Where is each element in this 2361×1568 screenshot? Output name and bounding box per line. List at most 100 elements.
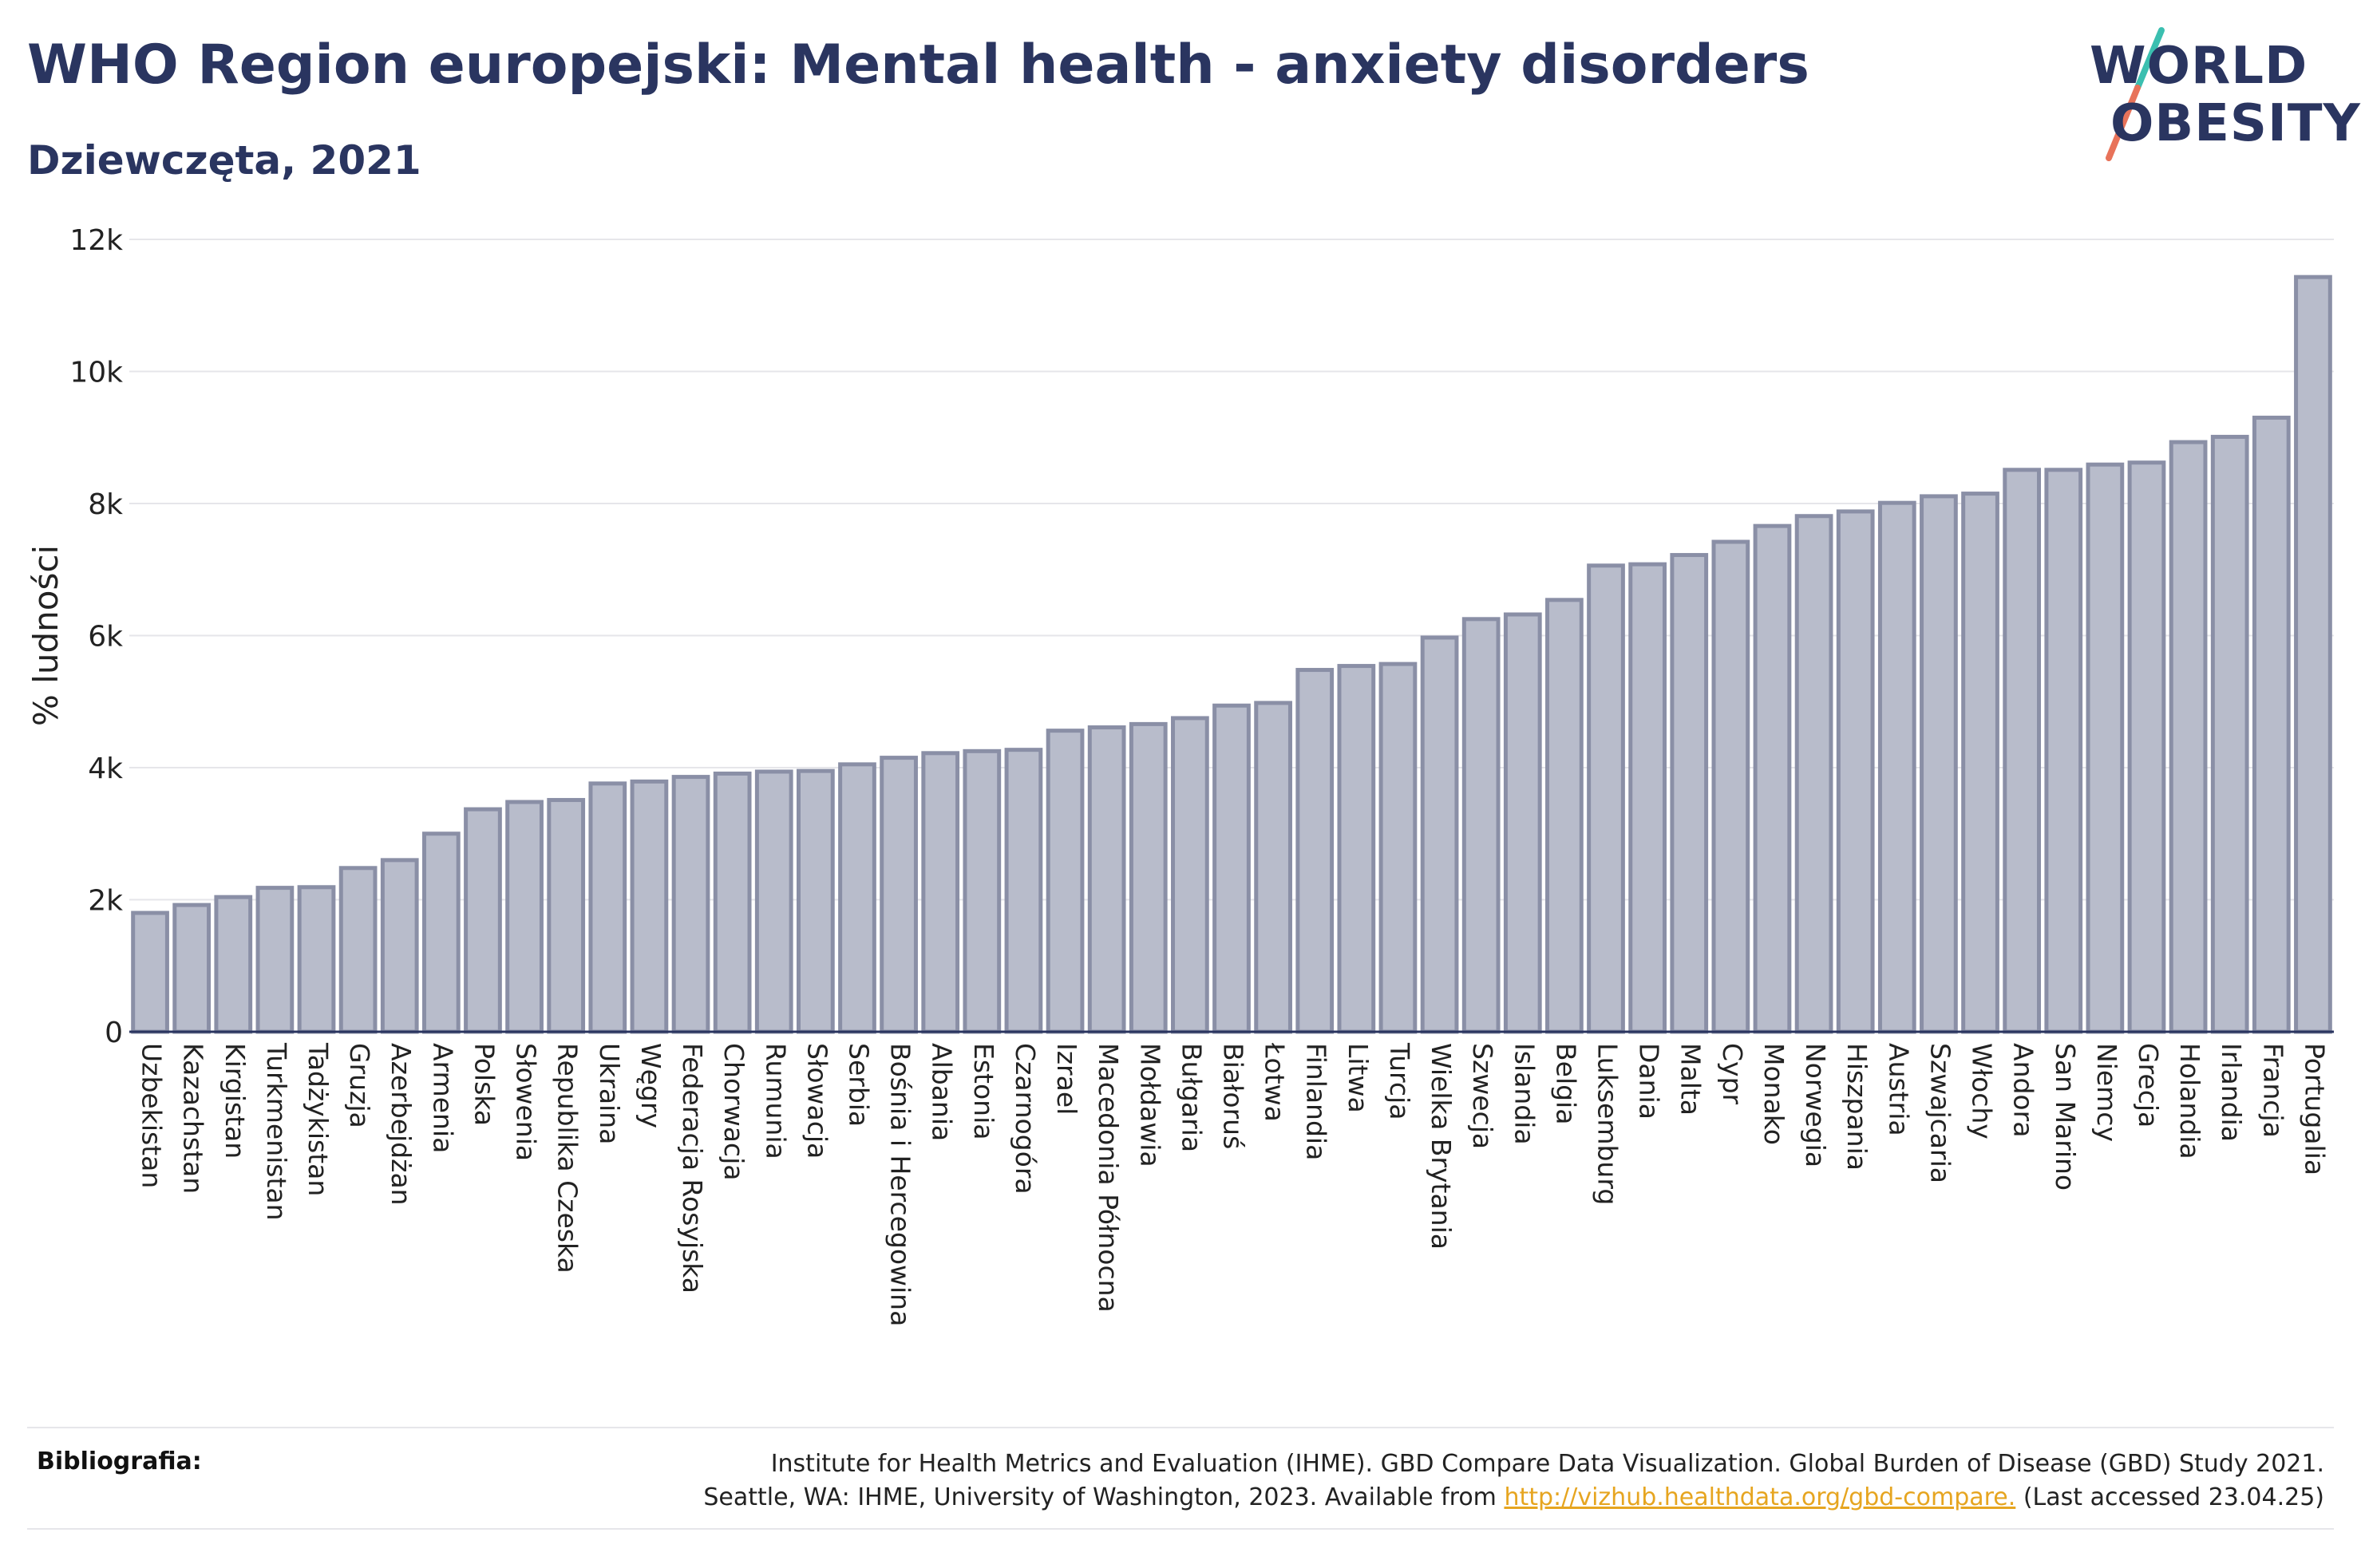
y-tick-label: 4k (88, 752, 123, 785)
bar-Azerbejdżan[interactable] (380, 858, 419, 1034)
x-tick-label: Białoruś (1218, 1043, 1249, 1149)
bar-Ukraina[interactable] (588, 781, 627, 1034)
x-tick-label: Malta (1675, 1043, 1706, 1116)
x-tick-label: Włochy (1967, 1043, 1998, 1139)
bar-Portugalia[interactable] (2294, 274, 2332, 1034)
y-tick-label: 6k (88, 621, 123, 654)
bar-Łotwa[interactable] (1254, 701, 1292, 1034)
bar-Armenia[interactable] (421, 831, 461, 1034)
x-tick-label: Gruzja (344, 1043, 375, 1128)
bar-Republika Czeska[interactable] (547, 798, 586, 1034)
bar-Francja[interactable] (2252, 415, 2291, 1034)
bar-Grecja[interactable] (2127, 460, 2166, 1034)
bar-Kirgistan[interactable] (214, 895, 253, 1034)
bar-chart: 0 2k 4k 6k 8k 10k 12k % ludności Uzbekistan Kazac… (26, 224, 2334, 1326)
bar-Białoruś[interactable] (1212, 703, 1251, 1034)
x-tick-label: Finlandia (1301, 1043, 1332, 1160)
x-tick-label: Francja (2257, 1043, 2288, 1138)
bar-Czarnogóra[interactable] (1004, 748, 1043, 1034)
bar-Szwajcaria[interactable] (1920, 494, 1958, 1034)
bar-Węgry[interactable] (630, 779, 669, 1034)
bar-Gruzja[interactable] (338, 866, 378, 1034)
bar-Islandia[interactable] (1503, 612, 1542, 1034)
bibliography-label: Bibliografia: (37, 1448, 202, 1475)
x-tick-label: Tadżykistan (303, 1042, 334, 1196)
bar-Wielka Brytania[interactable] (1420, 635, 1459, 1034)
x-tick-label: Portugalia (2299, 1043, 2330, 1175)
bibliography-line-1: Institute for Health Metrics and Evaluat… (770, 1450, 2324, 1478)
x-tick-label: Węgry (635, 1043, 666, 1128)
y-tick-label: 12k (69, 224, 123, 257)
bibliography-line-2: Seattle, WA: IHME, University of Washing… (703, 1481, 2324, 1515)
bibliography-line-2-prefix: Seattle, WA: IHME, University of Washing… (703, 1483, 1505, 1511)
bar-Chorwacja[interactable] (713, 771, 752, 1034)
x-tick-label: Bułgaria (1176, 1043, 1207, 1152)
x-tick-label: Irlandia (2216, 1043, 2247, 1142)
bar-Turkmenistan[interactable] (255, 886, 295, 1034)
bar-Belgia[interactable] (1545, 598, 1584, 1034)
x-tick-label: Uzbekistan (136, 1043, 168, 1188)
bar-Cypr[interactable] (1711, 539, 1750, 1034)
bar-Luksemburg[interactable] (1587, 563, 1625, 1034)
page-title: WHO Region europejski: Mental health - a… (27, 34, 1809, 97)
bar-Holandia[interactable] (2169, 440, 2208, 1034)
bar-Kazachstan[interactable] (172, 902, 212, 1034)
page-subtitle: Dziewczęta, 2021 (27, 137, 421, 184)
bar-Serbia[interactable] (838, 762, 876, 1034)
x-tick-label: Cypr (1717, 1043, 1748, 1105)
x-tick-label: Serbia (843, 1043, 874, 1127)
x-tick-label: Estonia (968, 1043, 999, 1139)
bar-Izrael[interactable] (1046, 729, 1085, 1034)
bar-Irlandia[interactable] (2210, 434, 2249, 1034)
x-tick-label: Belgia (1550, 1043, 1581, 1124)
bar-Słowenia[interactable] (505, 800, 544, 1034)
bibliography-link[interactable]: http://vizhub.healthdata.org/gbd-compare… (1504, 1483, 2016, 1511)
x-tick-label: Dania (1634, 1043, 1665, 1120)
bar-Bułgaria[interactable] (1171, 716, 1209, 1034)
bar-Turcja[interactable] (1378, 662, 1418, 1034)
bar-Federacja Rosyjska[interactable] (671, 775, 710, 1034)
x-tick-label: Izrael (1051, 1043, 1082, 1115)
bar-Dania[interactable] (1628, 562, 1667, 1034)
bar-Tadżykistan[interactable] (297, 885, 336, 1034)
bar-Bośnia i Hercegowina[interactable] (880, 756, 918, 1034)
x-tick-label: Macedonia Północna (1093, 1043, 1124, 1313)
bar-Malta[interactable] (1670, 553, 1709, 1034)
bar-Słowacja[interactable] (797, 768, 835, 1034)
bar-Estonia[interactable] (963, 748, 1002, 1034)
bar-Uzbekistan[interactable] (131, 910, 169, 1034)
x-tick-label: Azerbejdżan (386, 1043, 417, 1206)
y-axis-label: % ludności (26, 545, 65, 726)
x-tick-label: Bośnia i Hercegowina (885, 1043, 916, 1326)
bar-Włochy[interactable] (1961, 492, 1999, 1034)
x-tick-label: Armenia (427, 1043, 458, 1153)
x-tick-label: Niemcy (2091, 1043, 2122, 1142)
x-tick-label: Hiszpania (1841, 1043, 1873, 1171)
bar-Rumunia[interactable] (754, 769, 793, 1034)
bar-Monako[interactable] (1753, 523, 1792, 1034)
bar-Mołdawia[interactable] (1129, 721, 1168, 1034)
x-tick-label: Turkmenistan (261, 1042, 292, 1221)
x-tick-label: Turcja (1384, 1042, 1415, 1120)
x-tick-label: Holandia (2174, 1043, 2205, 1159)
bar-Hiszpania[interactable] (1836, 509, 1875, 1034)
bar-Finlandia[interactable] (1295, 668, 1335, 1034)
bar-Albania[interactable] (921, 751, 960, 1034)
bar-Andora[interactable] (2003, 468, 2042, 1034)
bar-Polska[interactable] (464, 807, 502, 1034)
x-tick-label: Szwajcaria (1924, 1043, 1956, 1183)
bar-Niemcy[interactable] (2086, 462, 2125, 1034)
x-tick-label: Federacja Rosyjska (677, 1043, 708, 1294)
bibliography-line-2-suffix: (Last accessed 23.04.25) (2015, 1483, 2324, 1511)
bar-Litwa[interactable] (1337, 664, 1376, 1034)
y-tick-label: 2k (88, 885, 123, 918)
bar-Norwegia[interactable] (1794, 514, 1833, 1034)
bar-Austria[interactable] (1877, 500, 1916, 1034)
bar-San Marino[interactable] (2044, 468, 2083, 1034)
x-tick-label: Litwa (1343, 1043, 1374, 1113)
x-tick-label: San Marino (2050, 1043, 2081, 1191)
bar-Macedonia Północna[interactable] (1087, 725, 1126, 1034)
x-tick-label: Mołdawia (1134, 1043, 1165, 1167)
y-tick-label: 0 (105, 1017, 123, 1049)
bar-Szwecja[interactable] (1461, 617, 1501, 1034)
